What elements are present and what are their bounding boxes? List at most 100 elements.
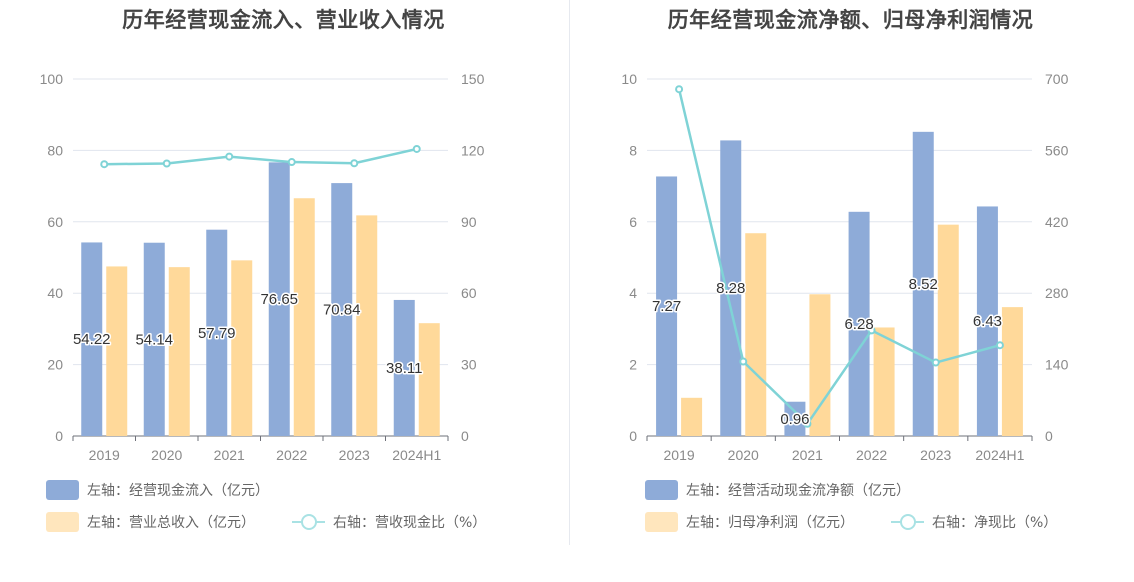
line-point — [995, 341, 1004, 350]
y-left-tick-label: 80 — [47, 142, 63, 158]
data-label: 70.84 — [323, 302, 361, 319]
y-right-tick-label: 280 — [1045, 285, 1069, 301]
y-left-tick-label: 20 — [47, 357, 63, 373]
legend-line-marker-icon — [292, 512, 325, 532]
legend-item-cash-inflow[interactable]: 左轴：经营现金流入（亿元） — [46, 480, 269, 500]
y-left-tick-label: 100 — [40, 71, 64, 87]
y-right-tick-label: 90 — [461, 214, 477, 230]
bar-secondary — [231, 260, 253, 436]
y-left-tick-label: 0 — [55, 428, 63, 444]
legend-item-net-ratio[interactable]: 右轴：净现比（%） — [891, 512, 1057, 532]
x-tick-label: 2021 — [792, 447, 823, 463]
line-point — [287, 158, 296, 167]
y-left-tick-label: 4 — [629, 285, 637, 301]
data-label: 6.43 — [973, 313, 1002, 330]
data-label: 0.96 — [780, 411, 809, 428]
legend-label: 右轴：营收现金比（%） — [333, 515, 487, 531]
y-right-tick-label: 60 — [461, 285, 477, 301]
series-line — [104, 147, 418, 166]
y-right-tick-label: 700 — [1045, 71, 1069, 87]
legend-item-net-cash[interactable]: 左轴：经营活动现金流净额（亿元） — [645, 480, 910, 500]
line-point — [803, 419, 812, 428]
bar-secondary — [418, 323, 440, 436]
bar-secondary — [168, 267, 190, 436]
line-point — [412, 144, 421, 153]
x-tick-label: 2021 — [214, 447, 245, 463]
bar-primary — [720, 140, 742, 437]
bar-primary — [848, 211, 870, 436]
bar-primary — [393, 299, 415, 436]
line-point — [350, 159, 359, 168]
legend-swatch-orange — [46, 512, 79, 532]
bar-secondary — [681, 397, 703, 436]
y-right-tick-label: 120 — [461, 142, 485, 158]
data-label: 54.14 — [135, 331, 173, 348]
x-tick-label: 2023 — [920, 447, 951, 463]
data-label: 8.28 — [716, 280, 745, 297]
legend-line-marker-icon — [891, 512, 924, 532]
x-tick-label: 2024H1 — [392, 447, 441, 463]
bar-secondary — [873, 327, 895, 436]
bar-secondary — [1001, 307, 1023, 436]
line-point — [867, 326, 876, 335]
x-tick-label: 2022 — [856, 447, 887, 463]
y-right-tick-label: 420 — [1045, 214, 1069, 230]
data-label: 54.22 — [73, 331, 111, 348]
bar-primary — [143, 242, 165, 436]
legend-label: 左轴：营业总收入（亿元） — [87, 515, 255, 531]
legend-item-revenue[interactable]: 左轴：营业总收入（亿元） — [46, 512, 255, 532]
bar-primary — [784, 401, 806, 436]
y-left-tick-label: 10 — [621, 71, 637, 87]
y-right-tick-label: 0 — [1045, 428, 1053, 444]
legend-item-net-profit[interactable]: 左轴：归母净利润（亿元） — [645, 512, 854, 532]
line-point — [162, 159, 171, 168]
legend-label: 左轴：经营活动现金流净额（亿元） — [686, 483, 910, 499]
line-point — [100, 160, 109, 169]
bar-secondary — [809, 294, 831, 436]
chart-plot-cash-inflow: 0 20 40 60 80 100 0 30 60 90 120 150 2019 2020 2021 202… — [40, 71, 485, 463]
line-point — [739, 357, 748, 366]
x-tick-label: 2020 — [151, 447, 182, 463]
chart-plot-net-cash: 0 2 4 6 8 10 0 140 280 420 560 700 2019 2020 2021 2022 2… — [621, 71, 1069, 463]
bar-primary — [268, 162, 290, 436]
line-point — [225, 152, 234, 161]
bar-secondary — [937, 224, 959, 436]
y-left-tick-label: 40 — [47, 285, 63, 301]
y-left-tick-label: 60 — [47, 214, 63, 230]
x-tick-label: 2024H1 — [975, 447, 1024, 463]
y-right-tick-label: 140 — [1045, 357, 1069, 373]
series-line — [677, 88, 1001, 426]
bar-primary — [81, 242, 103, 436]
legend-swatch-blue — [645, 480, 678, 500]
y-right-tick-label: 30 — [461, 357, 477, 373]
x-tick-label: 2020 — [728, 447, 759, 463]
panel-divider — [569, 0, 570, 545]
chart-title: 历年经营现金流净额、归母净利润情况 — [667, 8, 1034, 32]
data-label: 57.79 — [198, 325, 236, 342]
y-right-tick-label: 0 — [461, 428, 469, 444]
bar-primary — [976, 206, 998, 436]
bar-secondary — [356, 215, 378, 436]
y-right-tick-label: 560 — [1045, 142, 1069, 158]
line-point — [675, 85, 684, 94]
legend-swatch-orange — [645, 512, 678, 532]
line-point — [931, 358, 940, 367]
data-label: 76.65 — [260, 291, 298, 308]
legend-label: 左轴：经营现金流入（亿元） — [87, 483, 269, 499]
data-label: 38.11 — [386, 360, 422, 377]
y-left-tick-label: 2 — [629, 357, 637, 373]
chart-panel-net-cash: 历年经营现金流净额、归母净利润情况 0 2 4 6 8 10 0 140 280 420 560 70… — [567, 0, 1134, 582]
y-left-tick-label: 0 — [629, 428, 637, 444]
x-tick-label: 2019 — [664, 447, 695, 463]
y-left-tick-label: 6 — [629, 214, 637, 230]
chart-title: 历年经营现金流入、营业收入情况 — [122, 8, 445, 32]
data-label: 6.28 — [844, 316, 873, 333]
bar-primary — [206, 229, 228, 436]
legend-item-cash-ratio[interactable]: 右轴：营收现金比（%） — [292, 512, 486, 532]
legend-swatch-blue — [46, 480, 79, 500]
legend-label: 右轴：净现比（%） — [932, 515, 1058, 531]
data-label: 8.52 — [909, 276, 938, 293]
bar-primary — [331, 183, 353, 436]
y-right-tick-label: 150 — [461, 71, 485, 87]
x-tick-label: 2019 — [89, 447, 120, 463]
